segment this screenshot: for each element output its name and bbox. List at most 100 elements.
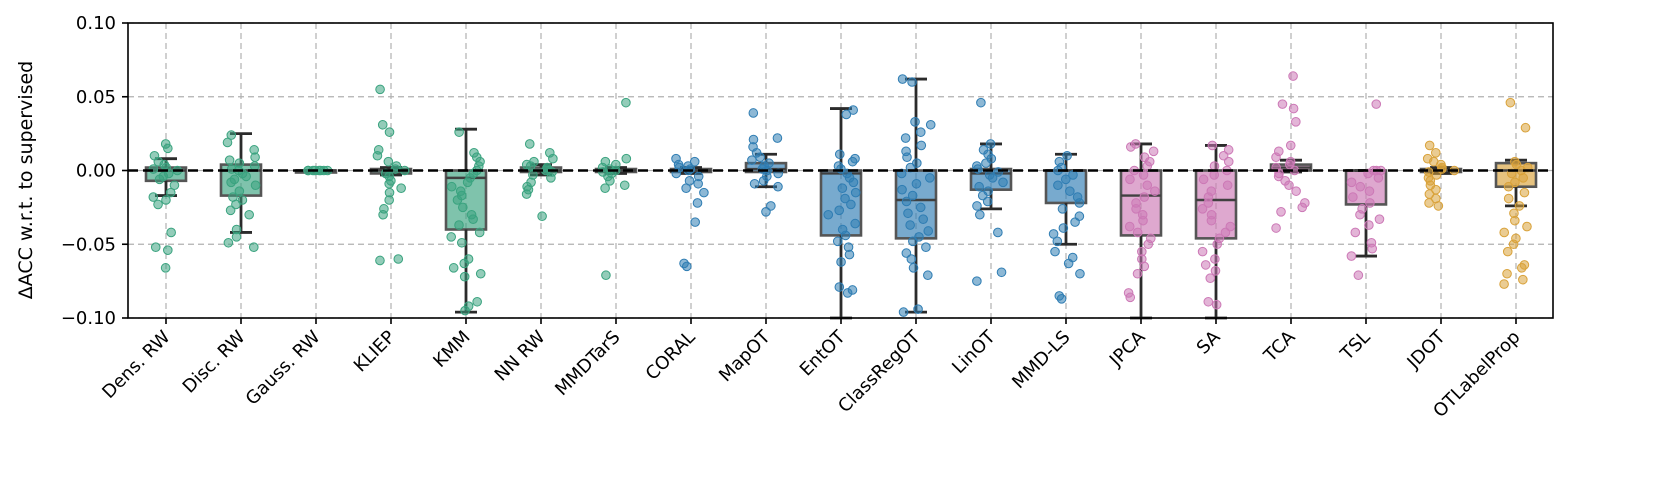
data-point (1139, 261, 1150, 272)
data-point (1271, 223, 1281, 233)
data-point (231, 199, 241, 210)
data-point (1203, 296, 1214, 307)
data-point (1131, 204, 1141, 214)
data-point (166, 227, 176, 238)
data-point (921, 242, 931, 252)
data-point (834, 205, 845, 216)
data-point (1499, 227, 1510, 238)
data-point (226, 130, 237, 140)
data-point (915, 202, 926, 213)
x-tick-label: SA (1193, 326, 1225, 358)
x-tick-label: Disc. RW (179, 327, 250, 398)
x-tick-label: LinOT (948, 326, 1000, 378)
data-point (1142, 180, 1153, 191)
data-point (456, 237, 467, 248)
data-point (600, 183, 610, 193)
data-point (1125, 142, 1136, 152)
data-point (1346, 177, 1357, 188)
data-point (681, 183, 691, 193)
x-tick-label: KLIEP (350, 327, 400, 377)
data-point (1499, 279, 1509, 289)
x-tick-label: MapOT (715, 326, 775, 386)
data-point (619, 180, 630, 191)
data-point (1355, 209, 1365, 220)
data-point (537, 211, 547, 222)
data-point (458, 202, 468, 213)
data-point (1211, 299, 1222, 310)
data-point (834, 149, 845, 160)
data-point (384, 127, 395, 137)
data-point (689, 156, 700, 167)
category-group (969, 97, 1013, 286)
data-point (1291, 117, 1301, 127)
data-point (384, 178, 394, 189)
data-point (393, 254, 404, 264)
data-point (993, 227, 1003, 238)
data-point (906, 254, 917, 264)
data-point (1374, 214, 1385, 224)
category-group (1044, 150, 1088, 304)
data-point (681, 261, 692, 272)
data-point (841, 109, 852, 120)
data-point (1148, 146, 1159, 157)
data-point (244, 209, 254, 220)
data-point (163, 143, 173, 154)
x-tick-label: Gauss. RW (242, 327, 325, 410)
data-point (226, 177, 236, 188)
data-point (1364, 186, 1375, 196)
data-point (1518, 173, 1528, 183)
data-point (1371, 99, 1382, 109)
data-point (1277, 99, 1288, 109)
data-point (1053, 180, 1063, 191)
data-point (605, 176, 615, 186)
data-point (748, 108, 759, 118)
data-point (847, 156, 858, 167)
data-point (836, 257, 846, 267)
data-point (1367, 243, 1378, 254)
data-point (459, 258, 470, 269)
data-point (972, 276, 982, 286)
data-point (1210, 266, 1221, 276)
data-point (601, 270, 611, 281)
data-point (1052, 236, 1063, 247)
data-point (1070, 217, 1080, 227)
data-point (1212, 239, 1223, 250)
data-point (1206, 215, 1217, 226)
data-point (1063, 258, 1074, 269)
data-point (462, 177, 473, 188)
y-tick-label: −0.05 (61, 234, 116, 255)
data-point (1508, 239, 1519, 250)
data-point (1514, 201, 1525, 211)
x-tick-label: CORAL (642, 327, 700, 385)
category-group (1269, 71, 1313, 233)
data-point (898, 307, 909, 317)
data-point (1288, 103, 1299, 114)
data-point (234, 186, 245, 196)
data-point (848, 105, 858, 115)
data-point (154, 174, 165, 185)
data-point (1285, 140, 1296, 151)
data-point (911, 178, 922, 189)
data-layer (144, 71, 1538, 320)
data-point (1355, 181, 1366, 192)
data-point (375, 255, 385, 266)
data-point (248, 242, 259, 252)
data-point (1138, 215, 1148, 226)
data-point (823, 209, 834, 220)
data-point (758, 176, 769, 186)
data-point (840, 230, 851, 241)
data-point (1068, 170, 1078, 180)
data-point (998, 177, 1008, 188)
data-point (1075, 268, 1085, 279)
data-point (621, 97, 631, 108)
data-point (454, 127, 464, 137)
data-point (148, 164, 159, 174)
data-point (903, 208, 913, 219)
data-point (525, 161, 536, 171)
data-point (832, 236, 843, 247)
data-point (1220, 227, 1231, 238)
data-point (521, 189, 532, 199)
data-point (975, 209, 985, 220)
data-point (761, 207, 771, 217)
data-point (150, 242, 161, 252)
